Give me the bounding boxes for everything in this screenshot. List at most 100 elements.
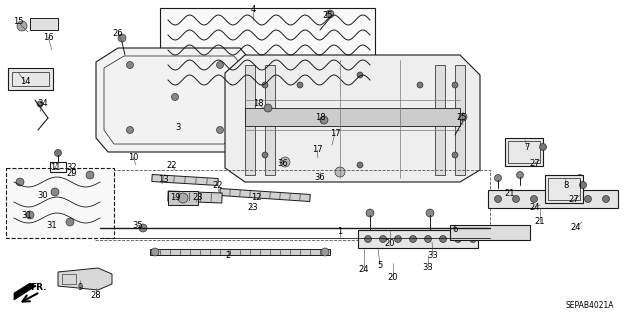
Text: 17: 17 bbox=[312, 145, 323, 154]
Circle shape bbox=[454, 235, 461, 242]
Circle shape bbox=[357, 72, 363, 78]
Circle shape bbox=[452, 82, 458, 88]
Bar bbox=[245, 65, 255, 175]
Circle shape bbox=[394, 235, 401, 242]
Circle shape bbox=[380, 235, 387, 242]
Polygon shape bbox=[160, 8, 375, 98]
Text: 1: 1 bbox=[337, 227, 342, 236]
Bar bbox=[6, 168, 114, 238]
Bar bbox=[508, 141, 540, 163]
Bar bbox=[435, 65, 445, 175]
Bar bbox=[450, 225, 530, 240]
Circle shape bbox=[127, 127, 134, 133]
Bar bbox=[505, 138, 543, 166]
Circle shape bbox=[584, 196, 591, 203]
Text: 27: 27 bbox=[530, 159, 540, 167]
Circle shape bbox=[37, 101, 43, 107]
Circle shape bbox=[51, 188, 59, 196]
Text: 18: 18 bbox=[315, 114, 325, 122]
Text: 5: 5 bbox=[378, 261, 383, 270]
Bar bbox=[50, 162, 66, 172]
Circle shape bbox=[365, 235, 371, 242]
Circle shape bbox=[495, 196, 502, 203]
Bar bbox=[545, 175, 583, 203]
Text: 27: 27 bbox=[569, 196, 579, 204]
Polygon shape bbox=[168, 191, 222, 203]
Text: 19: 19 bbox=[170, 192, 180, 202]
Text: 23: 23 bbox=[193, 194, 204, 203]
Polygon shape bbox=[96, 48, 252, 152]
Text: 20: 20 bbox=[388, 273, 398, 283]
Circle shape bbox=[495, 174, 502, 182]
Text: 20: 20 bbox=[385, 239, 396, 248]
Circle shape bbox=[452, 152, 458, 158]
Circle shape bbox=[139, 224, 147, 232]
Text: FR.: FR. bbox=[29, 283, 46, 292]
Text: 18: 18 bbox=[253, 99, 263, 108]
Text: 13: 13 bbox=[157, 175, 168, 184]
Text: SEPAB4021A: SEPAB4021A bbox=[566, 300, 614, 309]
Text: 33: 33 bbox=[422, 263, 433, 271]
Text: 30: 30 bbox=[38, 190, 48, 199]
Circle shape bbox=[440, 235, 447, 242]
Polygon shape bbox=[152, 174, 218, 185]
Text: 36: 36 bbox=[278, 159, 289, 167]
Circle shape bbox=[357, 162, 363, 168]
Bar bbox=[455, 65, 465, 175]
Text: 9: 9 bbox=[77, 283, 83, 292]
Text: 28: 28 bbox=[91, 291, 101, 300]
Circle shape bbox=[127, 62, 134, 69]
Circle shape bbox=[66, 218, 74, 226]
Text: 35: 35 bbox=[132, 220, 143, 229]
Circle shape bbox=[426, 209, 434, 217]
Bar bbox=[548, 178, 580, 200]
Bar bbox=[8, 68, 53, 90]
Circle shape bbox=[548, 196, 556, 203]
Bar bbox=[30, 18, 58, 30]
Circle shape bbox=[262, 82, 268, 88]
Circle shape bbox=[86, 171, 94, 179]
Circle shape bbox=[417, 82, 423, 88]
Circle shape bbox=[172, 93, 179, 100]
Circle shape bbox=[26, 211, 34, 219]
Circle shape bbox=[470, 235, 477, 242]
Text: 2: 2 bbox=[225, 250, 230, 259]
Circle shape bbox=[577, 174, 584, 182]
Circle shape bbox=[216, 127, 223, 133]
Text: 16: 16 bbox=[43, 33, 53, 41]
Text: 24: 24 bbox=[359, 265, 369, 275]
Text: 25: 25 bbox=[323, 11, 333, 19]
Circle shape bbox=[566, 196, 573, 203]
Text: 8: 8 bbox=[563, 181, 569, 189]
Circle shape bbox=[516, 172, 524, 179]
Text: 6: 6 bbox=[452, 226, 458, 234]
Text: 29: 29 bbox=[67, 168, 77, 177]
Text: 21: 21 bbox=[505, 189, 515, 197]
Text: 26: 26 bbox=[113, 28, 124, 38]
Bar bbox=[245, 108, 460, 126]
Polygon shape bbox=[150, 249, 330, 255]
Bar bbox=[265, 65, 275, 175]
Text: 12: 12 bbox=[251, 192, 261, 202]
Circle shape bbox=[118, 34, 126, 42]
Text: 31: 31 bbox=[47, 220, 58, 229]
Text: 21: 21 bbox=[535, 218, 545, 226]
Circle shape bbox=[280, 157, 290, 167]
Polygon shape bbox=[14, 283, 36, 300]
Circle shape bbox=[513, 196, 520, 203]
Text: 36: 36 bbox=[315, 174, 325, 182]
Circle shape bbox=[335, 167, 345, 177]
Circle shape bbox=[178, 193, 188, 203]
Polygon shape bbox=[58, 268, 112, 290]
Text: 11: 11 bbox=[50, 164, 60, 173]
Circle shape bbox=[216, 62, 223, 69]
Circle shape bbox=[424, 235, 431, 242]
Circle shape bbox=[16, 178, 24, 186]
Text: 32: 32 bbox=[67, 164, 77, 173]
Circle shape bbox=[410, 235, 417, 242]
Text: 10: 10 bbox=[128, 152, 138, 161]
Circle shape bbox=[326, 10, 334, 18]
Circle shape bbox=[262, 152, 268, 158]
Bar bbox=[358, 230, 478, 248]
Circle shape bbox=[54, 150, 61, 157]
